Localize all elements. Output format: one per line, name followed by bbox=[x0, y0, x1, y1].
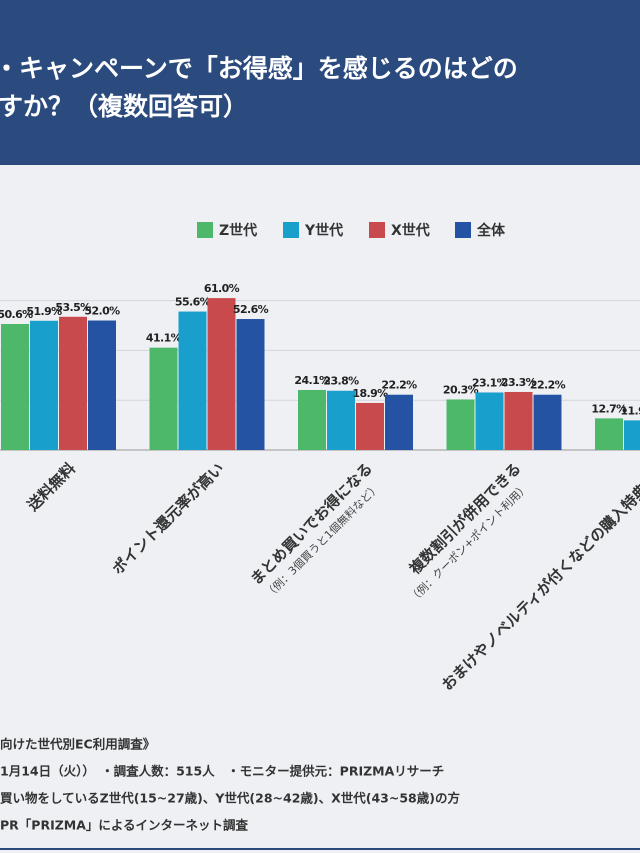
value-label: 23.1% bbox=[472, 376, 508, 389]
bar bbox=[327, 390, 355, 450]
footnote: 向けた世代別EC利用調査》 bbox=[0, 737, 155, 752]
bar bbox=[1, 324, 29, 450]
value-label: 12.7% bbox=[591, 402, 627, 415]
title-line: ・キャンペーンで「お得感」を感じるのはどの bbox=[0, 54, 518, 83]
category-label-group: まとめ買いでお得になる（例：3個買うと1個無料など） bbox=[247, 459, 383, 601]
bar bbox=[149, 347, 178, 450]
bar bbox=[446, 399, 475, 450]
legend-swatch bbox=[197, 222, 213, 238]
value-label: 23.8% bbox=[323, 375, 359, 388]
footnote: PR「PRIZMA」によるインターネット調査 bbox=[0, 818, 249, 833]
bar bbox=[385, 394, 413, 450]
bar bbox=[533, 394, 562, 450]
footnote: 買い物をしているZ世代(15~27歳)、Y世代(28~42歳)、X世代(43~5… bbox=[0, 791, 460, 806]
x-tick-note: （例：3個買うと1個無料など） bbox=[262, 480, 383, 601]
x-tick-label: おまけやノベルティが付くなどの購入特典がた bbox=[438, 459, 640, 694]
category-label-group: 複数割引が併用できる（例：クーポン+ポイント利用） bbox=[405, 459, 531, 605]
value-label: 50.6% bbox=[0, 308, 33, 321]
value-label: 18.9% bbox=[352, 387, 388, 400]
legend-swatch bbox=[455, 222, 471, 238]
bar bbox=[475, 392, 504, 450]
x-tick-note: （例：クーポン+ポイント利用） bbox=[406, 480, 531, 605]
value-label: 22.2% bbox=[530, 379, 566, 392]
bar bbox=[236, 319, 265, 450]
title-line: すか？（複数回答可） bbox=[0, 92, 248, 121]
value-label: 51.9% bbox=[26, 305, 62, 318]
bar bbox=[30, 320, 58, 450]
category-label-group: おまけやノベルティが付くなどの購入特典がた bbox=[438, 459, 640, 694]
value-label: 24.1% bbox=[294, 374, 330, 387]
legend-label: Y世代 bbox=[304, 222, 343, 239]
value-label: 52.0% bbox=[84, 305, 120, 318]
bar bbox=[59, 316, 87, 450]
bar bbox=[595, 418, 623, 450]
bar bbox=[178, 311, 207, 450]
value-label: 20.3% bbox=[443, 383, 479, 396]
category-label-group: ポイント還元率が高い bbox=[109, 459, 228, 578]
value-label: 52.6% bbox=[233, 303, 269, 316]
legend-label: Z世代 bbox=[219, 222, 257, 239]
legend-swatch bbox=[369, 222, 385, 238]
bar bbox=[356, 402, 384, 450]
x-tick-label: 複数割引が併用できる bbox=[405, 459, 524, 578]
x-tick-label: 送料無料 bbox=[23, 459, 79, 515]
legend-label: 全体 bbox=[476, 222, 506, 239]
legend-label: X世代 bbox=[391, 222, 430, 239]
bar bbox=[298, 389, 326, 450]
bar bbox=[624, 420, 640, 450]
legend-swatch bbox=[283, 222, 299, 238]
value-label: 22.2% bbox=[381, 379, 417, 392]
bar bbox=[88, 320, 116, 450]
value-label: 53.5% bbox=[55, 301, 91, 314]
header bbox=[0, 0, 640, 165]
bar bbox=[504, 391, 533, 450]
value-label: 11.9% bbox=[620, 404, 640, 417]
category-label-group: 送料無料 bbox=[23, 459, 79, 515]
value-label: 23.3% bbox=[501, 376, 537, 389]
x-tick-label: ポイント還元率が高い bbox=[109, 459, 228, 578]
value-label: 61.0% bbox=[204, 282, 240, 295]
value-label: 55.6% bbox=[175, 296, 211, 309]
x-tick-label: まとめ買いでお得になる bbox=[247, 459, 376, 588]
bar bbox=[207, 298, 236, 450]
footnote: 1月14日（火）） ・調査人数：515人 ・モニター提供元：PRIZMAリサーチ bbox=[0, 764, 444, 779]
value-label: 41.1% bbox=[146, 332, 182, 345]
